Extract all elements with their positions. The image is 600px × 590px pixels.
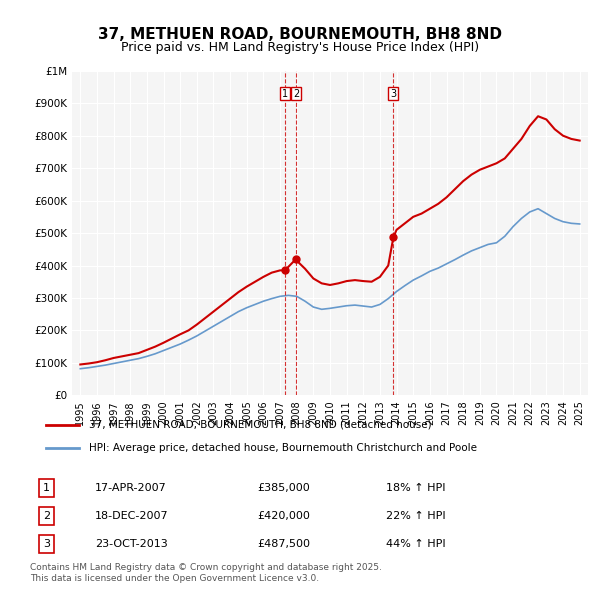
Text: 37, METHUEN ROAD, BOURNEMOUTH, BH8 8ND (detached house): 37, METHUEN ROAD, BOURNEMOUTH, BH8 8ND (… — [89, 420, 432, 430]
Text: 1: 1 — [43, 483, 50, 493]
Text: 3: 3 — [391, 88, 397, 99]
Text: 3: 3 — [43, 539, 50, 549]
Text: Contains HM Land Registry data © Crown copyright and database right 2025.
This d: Contains HM Land Registry data © Crown c… — [30, 563, 382, 583]
Text: 2: 2 — [293, 88, 299, 99]
Text: HPI: Average price, detached house, Bournemouth Christchurch and Poole: HPI: Average price, detached house, Bour… — [89, 443, 478, 453]
Text: £385,000: £385,000 — [257, 483, 310, 493]
Text: 44% ↑ HPI: 44% ↑ HPI — [386, 539, 446, 549]
Text: 18-DEC-2007: 18-DEC-2007 — [95, 511, 169, 521]
Text: 23-OCT-2013: 23-OCT-2013 — [95, 539, 167, 549]
Text: £420,000: £420,000 — [257, 511, 310, 521]
Text: £487,500: £487,500 — [257, 539, 310, 549]
Text: 18% ↑ HPI: 18% ↑ HPI — [386, 483, 446, 493]
Text: 37, METHUEN ROAD, BOURNEMOUTH, BH8 8ND: 37, METHUEN ROAD, BOURNEMOUTH, BH8 8ND — [98, 27, 502, 41]
Text: 22% ↑ HPI: 22% ↑ HPI — [386, 511, 446, 521]
Text: 17-APR-2007: 17-APR-2007 — [95, 483, 167, 493]
Text: 2: 2 — [43, 511, 50, 521]
Text: Price paid vs. HM Land Registry's House Price Index (HPI): Price paid vs. HM Land Registry's House … — [121, 41, 479, 54]
Text: 1: 1 — [282, 88, 288, 99]
